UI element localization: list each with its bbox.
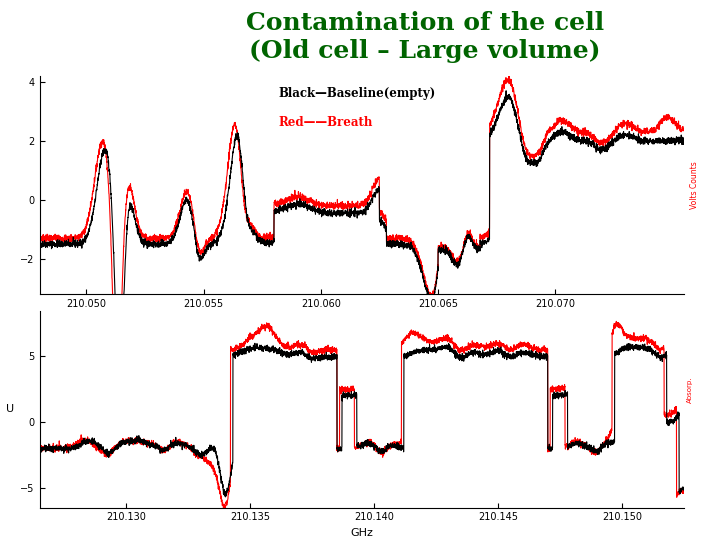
Text: Black—Baseline(empty): Black—Baseline(empty) bbox=[278, 87, 436, 100]
Text: U: U bbox=[6, 404, 14, 414]
Text: Contamination of the cell
(Old cell – Large volume): Contamination of the cell (Old cell – La… bbox=[246, 11, 604, 63]
Text: Volts Counts: Volts Counts bbox=[690, 161, 699, 209]
X-axis label: GHz: GHz bbox=[351, 528, 373, 538]
Text: Red——Breath: Red——Breath bbox=[278, 116, 372, 129]
Text: Absorp.: Absorp. bbox=[687, 376, 693, 403]
